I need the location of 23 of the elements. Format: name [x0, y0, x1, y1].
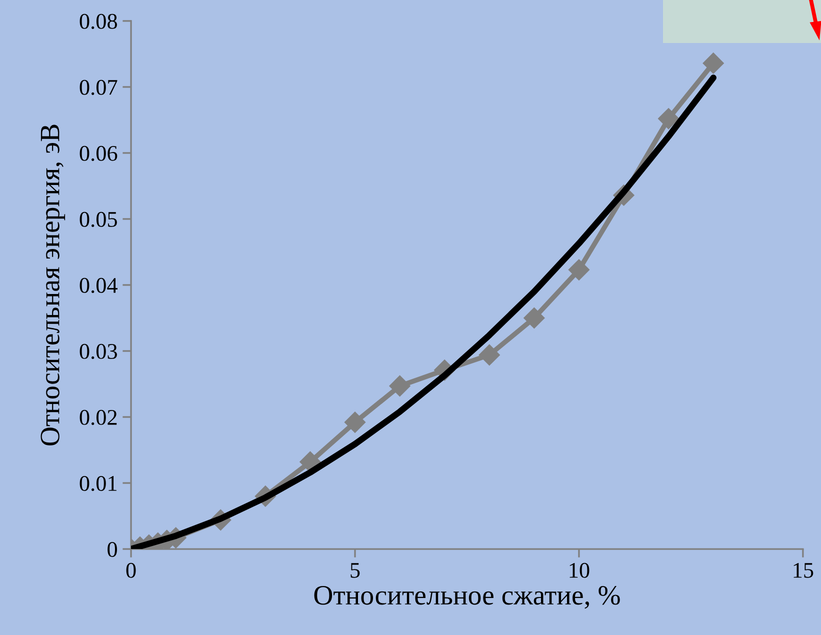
point [702, 52, 724, 74]
point [478, 344, 500, 366]
y-tick-label: 0.01 [80, 476, 117, 492]
x-axis-title: Относительное сжатие, % [314, 586, 620, 609]
x-tick-label: 10 [570, 562, 590, 578]
y-tick-label: 0 [108, 542, 117, 557]
point [658, 108, 680, 130]
y-tick-label: 0.03 [80, 344, 117, 360]
x-tick-label: 0 [126, 562, 136, 578]
point [568, 259, 590, 280]
point [300, 451, 321, 472]
y-tick-label: 0.02 [80, 410, 117, 426]
y-tick-label: 0.05 [80, 212, 117, 228]
x-tick-label: 5 [350, 563, 360, 578]
point [389, 375, 410, 396]
x-tick-label: 15 [794, 562, 814, 578]
y-tick-label: 0.04 [80, 278, 118, 294]
y-tick-label: 0.06 [80, 146, 118, 161]
y-axis-title: Относительная энергия, эВ [40, 124, 66, 446]
point [344, 412, 366, 433]
y-tick-label: 0.07 [80, 80, 118, 95]
point [524, 307, 545, 329]
y-tick-label: 0.08 [80, 14, 117, 29]
